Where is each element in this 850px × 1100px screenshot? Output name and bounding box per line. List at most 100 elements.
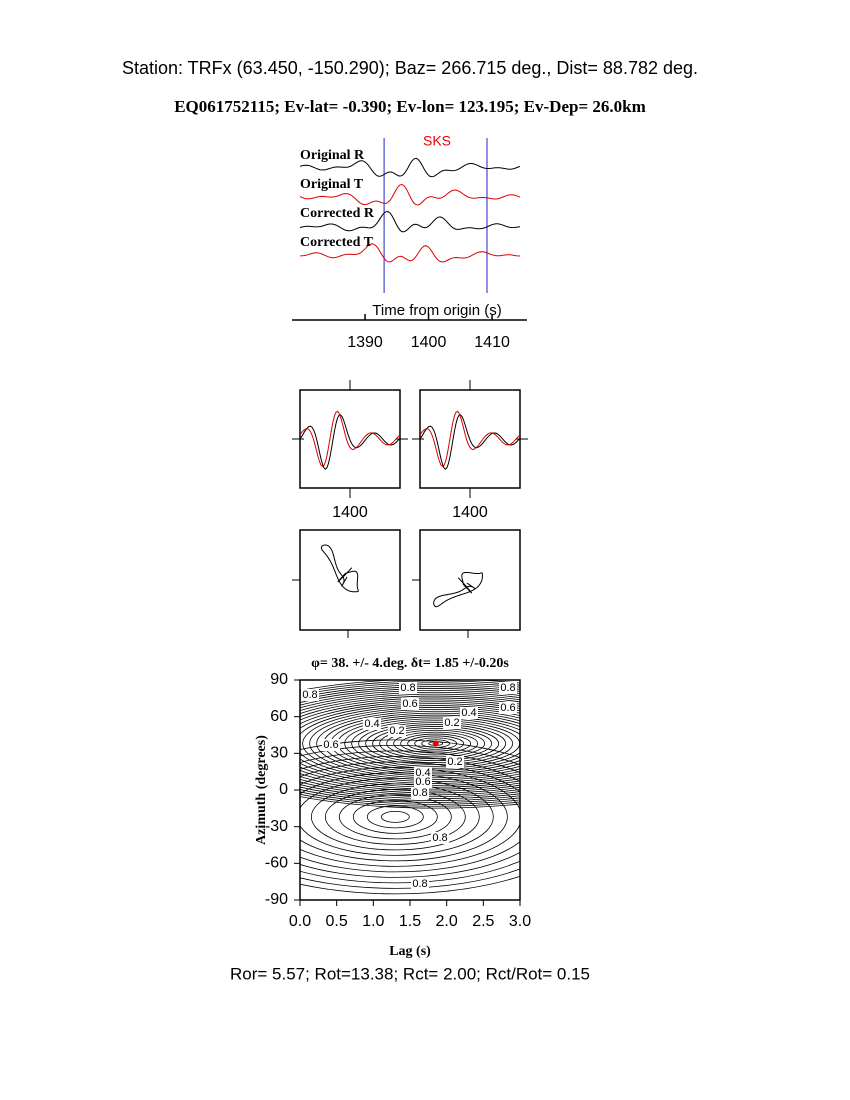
contour-label: 0.8 [500, 682, 515, 694]
x-tick-label: 1400 [411, 334, 447, 351]
x-tick-label: 1.5 [399, 913, 421, 930]
event-line: EQ061752115; Ev-lat= -0.390; Ev-lon= 123… [174, 97, 646, 116]
grid-title: φ= 38. +/- 4.deg. δt= 1.85 +/-0.20s [311, 656, 509, 671]
contour-label-box [443, 717, 461, 729]
contour-line [300, 699, 520, 788]
y-tick-label: -30 [265, 818, 288, 835]
contour-label-box [499, 682, 517, 694]
contour-label-box [301, 689, 319, 701]
contour-label-box [431, 832, 449, 844]
contour-line [407, 735, 465, 752]
contour-line [324, 788, 466, 845]
x-tick-label: 1400 [332, 504, 368, 521]
particle-motion [320, 544, 359, 593]
contour-line [309, 708, 520, 779]
contour-label-box [399, 682, 417, 694]
station-line: Station: TRFx (63.450, -150.290); Baz= 2… [122, 58, 698, 78]
contour-line [300, 701, 520, 786]
x-tick-label: 0.0 [289, 913, 311, 930]
contour-line [366, 805, 424, 829]
contour-label-box [411, 787, 429, 799]
contour-line [300, 750, 520, 884]
contour-line [300, 756, 520, 878]
y-tick-label: 0 [279, 781, 288, 798]
contour-line [393, 731, 479, 756]
contour-label-box [363, 718, 381, 730]
contour-line [352, 799, 438, 834]
contour-line [300, 680, 520, 807]
contour-label-box [446, 756, 464, 768]
contour-line [300, 703, 520, 784]
y-tick-label: 60 [270, 708, 288, 725]
contour-label: 0.6 [500, 702, 515, 714]
contour-line [310, 783, 480, 851]
contour-line [365, 724, 507, 763]
y-tick-label: -60 [265, 855, 288, 872]
x-tick-label: 1.0 [362, 913, 384, 930]
contour-label-box [411, 878, 429, 890]
grid-x-label: Lag (s) [389, 944, 431, 959]
contour-label: 0.4 [415, 767, 430, 779]
particle-motion [433, 571, 483, 608]
contour-line [372, 726, 500, 762]
contour-line [300, 739, 520, 895]
waveform [419, 410, 520, 468]
contour-label: 0.2 [447, 756, 462, 768]
contour-line [300, 684, 520, 803]
contours [300, 680, 520, 895]
contour-line [380, 810, 410, 823]
waveform [299, 243, 521, 263]
contour-label: 0.8 [432, 832, 447, 844]
contour-line [338, 794, 452, 840]
contour-line [300, 682, 520, 805]
contour-label: 0.8 [302, 689, 317, 701]
x-tick-label: 1410 [474, 334, 510, 351]
trace-label: Corrected T [300, 235, 374, 250]
footer: Ror= 5.57; Rot=13.38; Rct= 2.00; Rct/Rot… [230, 964, 590, 983]
trace-label: Corrected R [300, 206, 375, 221]
contour-label: 0.4 [461, 707, 476, 719]
contour-line [300, 688, 520, 800]
contour-line [300, 697, 520, 790]
trace-label: Original T [300, 177, 364, 192]
contour-line [300, 680, 520, 809]
waveform [299, 211, 521, 233]
waveform [299, 414, 400, 470]
phase-label: SKS [423, 133, 451, 149]
waveform [299, 157, 521, 178]
contour-line [300, 693, 520, 794]
x-tick-label: 3.0 [509, 913, 531, 930]
grid-y-label: Azimuth (degrees) [254, 735, 269, 845]
contour-label: 0.6 [415, 776, 430, 788]
contour-line [300, 745, 520, 889]
contour-line [300, 686, 520, 801]
x-tick-label: 1390 [347, 334, 383, 351]
contour-label: 0.4 [364, 718, 379, 730]
contour-line [300, 695, 520, 792]
contour-line [300, 767, 520, 867]
waveform [299, 183, 521, 206]
contour-label: 0.6 [402, 698, 417, 710]
plots: 1390 1400 1410 Original R Original T Correcte… [265, 138, 531, 930]
x-tick-label: 1400 [452, 504, 488, 521]
contour-label-box [322, 739, 340, 751]
x-tick-label: 2.5 [472, 913, 494, 930]
waveform [419, 414, 520, 470]
contour-label: 0.8 [400, 682, 415, 694]
trace-x-label: Time from origin (s) [372, 302, 501, 319]
contour-line [300, 691, 520, 796]
trace-label: Original R [300, 148, 365, 163]
contour-line [300, 778, 494, 856]
contour-line [300, 689, 520, 798]
contour-label-box [460, 707, 478, 719]
contour-line [379, 727, 493, 760]
contour-line [302, 707, 520, 781]
contour-label: 0.6 [323, 739, 338, 751]
best-fit-point [432, 740, 439, 747]
contour-label-box [414, 776, 432, 788]
contour-label-box [499, 702, 517, 714]
y-tick-label: -90 [265, 891, 288, 908]
waveform [299, 410, 400, 468]
